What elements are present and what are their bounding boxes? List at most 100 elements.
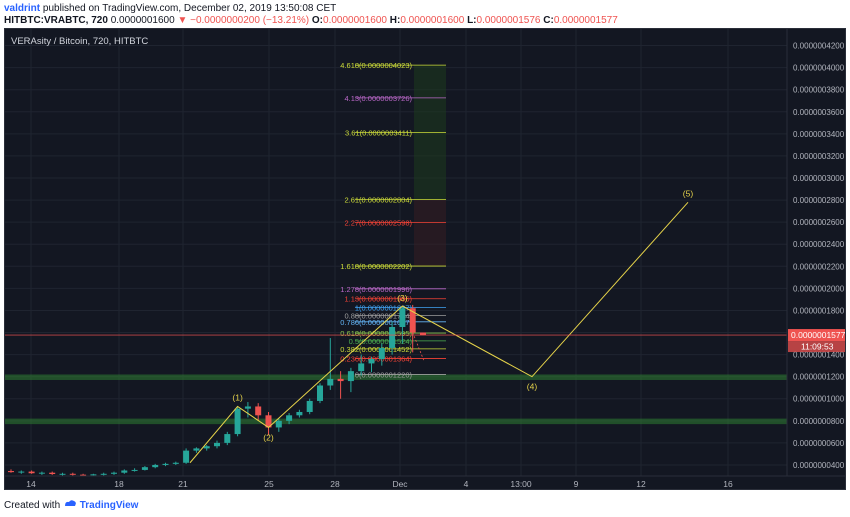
candle-body [378,347,385,360]
wave-label: (3) [397,293,408,303]
candle-body [389,327,396,348]
price-tick-label: 0.0000000400 [793,461,845,470]
candle-body [152,464,159,468]
wave-path [189,201,689,464]
author-link[interactable]: valdrint [4,3,41,14]
candle-body [214,442,220,447]
fib-extension-box-lower [414,199,446,267]
price-tick-label: 0.0000002600 [793,218,845,227]
candle-body [244,406,251,409]
time-axis[interactable]: 14 18 21 25 28 Dec 4 13:00 9 12 16 [5,475,845,489]
chart-panel[interactable]: 0(0.0000001220) 0.236(0.0000001364) 0.382(… [4,28,846,490]
last-price-tag-box [788,329,845,342]
fib-level-label: 1.618(0.0000002202) [340,262,412,271]
chart-legend-title: VERAsity / Bitcoin, 720, HITBTC [11,36,148,47]
price-tick-label: 0.0000001000 [793,395,845,404]
candle-body [399,308,406,327]
close-label: C: [543,15,554,26]
price-axis[interactable]: 0.0000000400 0.0000000600 0.0000000800 0.00… [786,29,845,476]
open-label: O: [311,15,324,26]
footer: Created with TradingView [4,499,138,511]
high-label: H: [389,15,401,26]
countdown-tag-text: 11:09:53 [801,342,834,352]
price-tick-label: 0.0000002800 [793,196,845,205]
change-arrow-icon: ▼ [177,15,188,26]
brand-link[interactable]: TradingView [79,500,139,511]
price-tick-label: 0.0000001800 [793,306,845,315]
candle-body [327,378,334,386]
ohlc-line: HITBTC:VRABTC, 720 0.0000001600 ▼ −0.000… [4,15,618,26]
price-tick-label: 0.0000003600 [793,108,845,117]
candle-body [337,378,344,382]
price-tick-label: 0.0000000800 [793,417,845,426]
time-tick-label: 21 [178,479,188,489]
created-with-text: Created with [4,500,61,511]
time-tick-label: 25 [264,479,274,489]
price-tick-label: 0.0000002400 [793,240,845,249]
candle-body [69,473,76,475]
candle-body [286,415,293,421]
candle-body [420,332,426,336]
price-tick-label: 0.0000003800 [793,86,845,95]
price-tick-label: 0.0000004200 [793,42,845,51]
fib-level-label: 0.236(0.0000001364) [340,355,412,364]
price-tick-label: 0.0000001200 [793,373,845,382]
time-tick-label: 9 [574,479,579,489]
time-tick-label: 13:00 [510,479,532,489]
candle-body [162,463,169,465]
price-axis-background [787,29,845,476]
candle-body [131,469,138,471]
candle-body [234,408,241,435]
projection-dashed-line [412,332,425,361]
candle-body [224,434,231,443]
candle-body [193,448,200,451]
publish-line: valdrint published on TradingView.com, D… [4,3,336,14]
published-text: published on TradingView.com, December 0… [42,3,337,14]
price-tick-label: 0.0000003200 [793,152,845,161]
candle-body [306,400,313,412]
last-price-tag: 0.0000001577 11:09:53 [788,329,846,353]
candle-body [80,474,87,476]
chart-header: valdrint published on TradingView.com, D… [0,0,850,28]
candle-body [368,359,375,364]
candle-body [38,472,45,474]
candle-body [18,471,25,473]
wave-label: (2) [263,432,274,442]
price-tick-label: 0.0000003000 [793,174,845,183]
fib-level-label: 1(0.0000001827) [355,303,413,312]
elliott-wave: (1) (2) (3) (4) (5) [189,188,693,464]
fib-level-label: 0(0.0000001220) [355,370,413,379]
candle-body [172,462,179,464]
candle-body [275,420,282,428]
fibonacci-levels: 0(0.0000001220) 0.236(0.0000001364)0.382(… [340,61,446,379]
low-label: L: [467,15,477,26]
price-tick-label: 0.0000003400 [793,130,845,139]
candle-body [265,415,272,428]
time-tick-label: 4 [464,479,469,489]
last-price-tag-text: 0.0000001577 [791,330,845,340]
fib-level-label: 0.618(0.0000001595) [340,329,412,338]
candle-body [8,471,14,473]
candle-body [409,308,416,333]
candle-body [183,450,190,463]
time-tick-label: 18 [114,479,124,489]
fib-level-label: 4.618(0.0000004023) [340,61,412,70]
fib-level-label: 2.27(0.0000002598) [344,218,412,227]
time-tick-label: 16 [723,479,733,489]
price-tick-label: 0.0000001400 [793,351,845,360]
candle-body [28,471,35,474]
high-value: 0.0000001600 [400,15,465,26]
countdown-tag-box [788,341,845,353]
close-value: 0.0000001577 [553,15,618,26]
fib-level-label: 0.88(0.0000001754) [344,312,412,321]
price-tick-label: 0.0000000600 [793,439,845,448]
price-chart[interactable]: 0(0.0000001220) 0.236(0.0000001364)0.382(… [5,29,846,489]
tradingview-logo-icon [63,500,80,511]
time-tick-label: 14 [26,479,36,489]
symbol-label: HITBTC:VRABTC, 720 [4,15,108,26]
wave-label: (4) [527,382,538,392]
candle-body [358,363,365,372]
candle-body [111,472,117,474]
price-tick-label: 0.0000002000 [793,284,845,293]
candle-body [296,411,303,416]
